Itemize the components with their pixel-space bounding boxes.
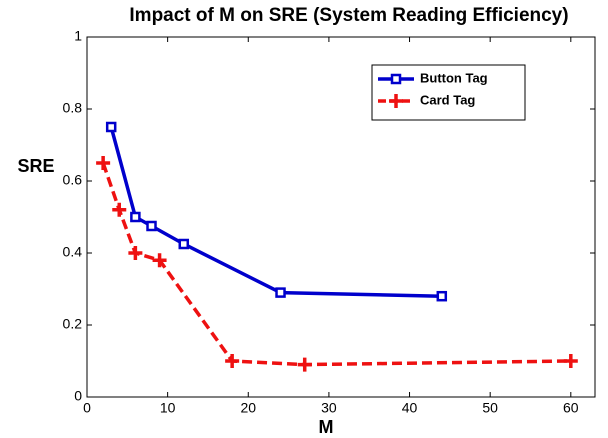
x-tick-label: 30	[321, 400, 337, 416]
marker	[563, 354, 578, 368]
series-line	[101, 162, 571, 367]
marker	[225, 354, 240, 368]
legend-marker	[389, 94, 403, 108]
y-tick-label: 0.4	[63, 244, 83, 260]
x-tick-label: 50	[482, 400, 498, 416]
x-axis-label: M	[319, 417, 334, 437]
y-tick-label: 1	[74, 28, 82, 44]
marker	[130, 211, 141, 223]
marker	[105, 121, 117, 133]
marker	[436, 290, 448, 302]
x-tick-label: 10	[160, 400, 176, 416]
x-tick-label: 20	[240, 400, 256, 416]
marker	[178, 238, 190, 250]
marker	[152, 253, 167, 268]
chart-title: Impact of M on SRE (System Reading Effic…	[129, 5, 568, 26]
marker	[112, 202, 127, 217]
y-tick-label: 0	[74, 388, 82, 404]
y-tick-label: 0.8	[63, 100, 83, 116]
legend-marker	[390, 73, 402, 85]
x-tick-label: 0	[83, 400, 91, 416]
marker	[275, 287, 286, 298]
y-tick-label: 0.2	[63, 316, 83, 332]
marker	[297, 357, 312, 372]
legend-label: Card Tag	[420, 92, 475, 107]
series-line	[109, 126, 442, 298]
x-tick-label: 60	[563, 400, 579, 416]
x-tick-label: 40	[402, 400, 418, 416]
y-tick-label: 0.6	[63, 172, 83, 188]
marker	[146, 220, 157, 232]
legend: Button Tag Card Tag	[371, 64, 526, 121]
legend-label: Button Tag	[420, 70, 488, 85]
plot-frame	[86, 36, 596, 398]
marker	[96, 156, 111, 170]
marker	[128, 246, 143, 260]
y-axis-label: SRE	[17, 156, 54, 176]
